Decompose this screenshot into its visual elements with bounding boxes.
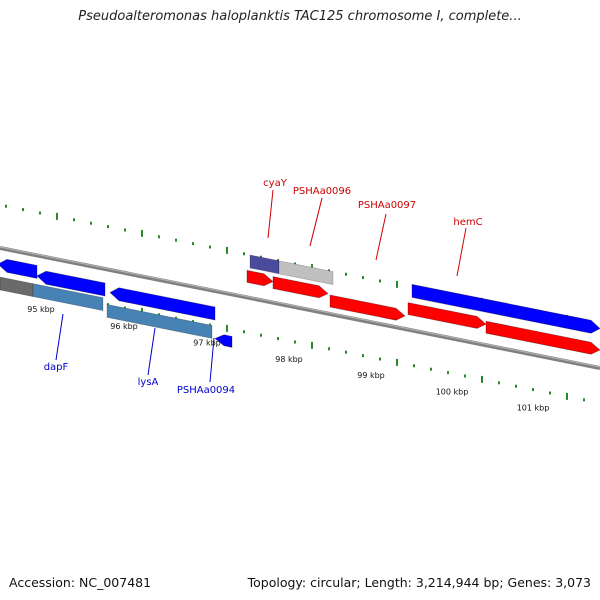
backbone-highlight [0,246,600,368]
kbp-label: 100 kbp [436,387,469,396]
backbone-line [0,246,600,370]
callout-line [209,337,215,383]
gene-arrow-reverse [109,287,216,321]
kbp-label: 98 kbp [275,355,303,364]
orf-block [106,303,213,339]
kbp-labels: 95 kbp 96 kbp 97 kbp 98 kbp 99 kbp 100 kbp 101… [27,305,549,412]
gene-arrow-forward [485,320,600,355]
gene-track [0,258,600,355]
gene-callouts: dapF lysA PSHAa0094 cyaY PSHAa0096 PSHAa0097 h… [44,178,483,396]
callout-line [456,227,467,277]
orf-block [278,260,334,286]
callout-line [55,313,64,361]
orf-track [0,254,334,339]
gene-label-lysA: lysA [138,377,159,388]
gene-label-hemC: hemC [453,217,482,228]
callout-line [375,213,387,261]
kbp-label: 101 kbp [517,404,550,413]
gene-arrow-forward [272,276,329,299]
gene-arrow-reverse [214,334,233,348]
kbp-label: 96 kbp [110,322,138,331]
kbp-label: 97 kbp [193,338,221,347]
topology-text: Topology: circular; Length: 3,214,944 bp… [247,575,591,590]
callout-line [147,327,156,376]
gene-arrow-reverse [0,258,38,279]
chromosome-backbone [0,246,600,370]
callout-line [267,189,274,239]
gene-arrow-reverse [411,283,600,334]
gene-arrow-forward [407,302,487,329]
gene-label-PSHAa0096: PSHAa0096 [293,186,351,197]
orf-block [249,254,280,275]
callout-line [309,197,323,247]
orf-block [0,276,34,298]
map-title: Pseudoalteromonas haloplanktis TAC125 ch… [78,9,522,24]
gene-arrow-reverse [36,270,106,297]
kbp-label: 99 kbp [357,371,385,380]
orf-block [32,283,104,312]
gene-label-dapF: dapF [44,362,69,373]
gene-label-PSHAa0097: PSHAa0097 [358,200,416,211]
gene-arrow-forward [329,294,406,321]
kbp-label: 95 kbp [27,305,55,314]
accession-text: Accession: NC_007481 [9,575,152,590]
gene-arrow-forward [246,269,274,287]
gene-label-PSHAa0094: PSHAa0094 [177,385,235,396]
gene-label-cyaY: cyaY [263,178,288,189]
